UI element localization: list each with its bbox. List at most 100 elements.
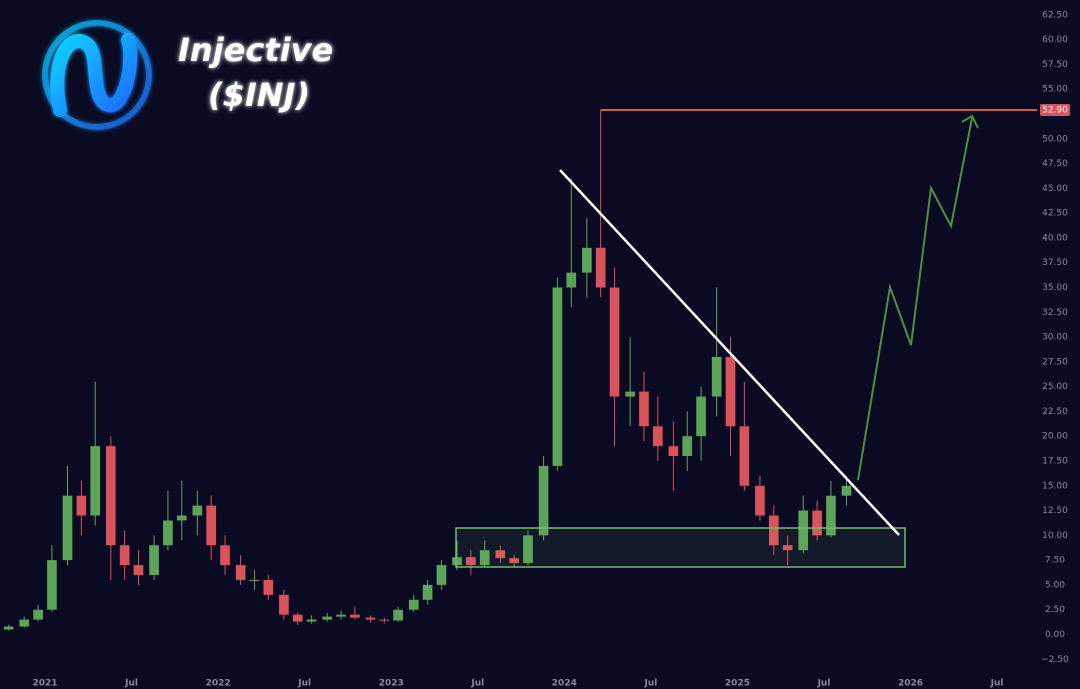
candle-body	[538, 465, 549, 536]
y-tick-label: 27.50	[1042, 357, 1068, 367]
x-tick-label: 2026	[898, 679, 923, 689]
y-tick-label: 10.00	[1042, 531, 1068, 541]
y-tick-label: −2.50	[1041, 655, 1069, 665]
candle-body	[322, 616, 333, 620]
candle-body	[90, 446, 101, 516]
x-tick-label: 2025	[725, 679, 750, 689]
y-tick-label: 12.50	[1042, 506, 1068, 516]
candle-body	[696, 396, 706, 437]
y-tick-label: 47.50	[1042, 159, 1068, 169]
candle-body	[812, 510, 822, 536]
y-tick-label: 37.50	[1042, 258, 1068, 268]
y-tick-label: 40.00	[1042, 233, 1068, 243]
candle-body	[652, 426, 663, 447]
x-tick-label: Jul	[643, 679, 657, 689]
y-tick-label: 20.00	[1042, 432, 1068, 442]
projection	[857, 117, 973, 481]
x-tick-label: 2023	[379, 679, 404, 689]
candle-body	[725, 356, 736, 427]
x-tick-label: 2021	[32, 679, 57, 689]
candle-body	[682, 436, 693, 457]
candle-body	[479, 550, 490, 566]
candle-body	[582, 247, 592, 273]
candle-body	[452, 557, 462, 566]
x-tick-label: Jul	[124, 679, 138, 689]
y-tick-label: 50.00	[1042, 134, 1068, 144]
support-zone	[455, 527, 906, 568]
x-tick-label: 2022	[206, 679, 231, 689]
chart-subtitle: ($INJ)	[208, 76, 310, 114]
y-tick-label: 7.50	[1045, 556, 1065, 566]
x-tick-label: Jul	[817, 679, 831, 689]
y-tick-label: 62.50	[1042, 10, 1068, 20]
y-tick-label: 32.50	[1042, 308, 1068, 318]
price-label: 52.90	[1042, 106, 1068, 116]
candle-body	[625, 391, 635, 397]
x-tick-label: Jul	[297, 679, 311, 689]
y-tick-label: 17.50	[1042, 456, 1068, 466]
trendline	[559, 169, 900, 536]
x-tick-label: Jul	[470, 679, 484, 689]
candle-body	[133, 565, 144, 575]
candle-body	[149, 545, 159, 575]
candle-body	[841, 485, 852, 496]
y-tick-label: 45.00	[1042, 184, 1068, 194]
candle-body	[3, 626, 14, 630]
candle-body	[566, 272, 577, 288]
candle-body	[76, 495, 87, 516]
candle-body	[249, 579, 260, 581]
candle-body	[523, 535, 533, 564]
candle-body	[47, 560, 57, 610]
candle-body	[798, 510, 809, 551]
logo	[42, 20, 152, 130]
candle-body	[739, 426, 750, 486]
candle-body	[466, 557, 476, 566]
candle-body	[408, 599, 419, 610]
candle-body	[768, 515, 779, 546]
candle-body	[422, 584, 433, 600]
y-tick-label: 57.50	[1042, 60, 1068, 70]
candle-body	[668, 446, 679, 457]
candle-body	[279, 594, 289, 615]
candle-body	[365, 617, 376, 620]
candle-body	[235, 565, 246, 580]
candle-body	[263, 579, 274, 595]
candle-body	[509, 558, 519, 564]
candle-body	[393, 609, 403, 621]
candle-body	[711, 356, 722, 397]
candle-body	[292, 614, 303, 622]
candle-body	[552, 287, 563, 466]
y-tick-label: 5.00	[1045, 580, 1065, 590]
y-tick-label: 2.50	[1045, 605, 1065, 615]
y-tick-label: 55.00	[1042, 85, 1068, 95]
candle-body	[62, 495, 73, 561]
y-tick-label: 0.00	[1045, 630, 1065, 640]
projection-arrow	[961, 114, 979, 129]
plot: −2.50 0.00 2.50 5.00 7.50 10.00 12.50 15.00 17.5…	[3, 10, 1070, 689]
y-tick-label: 25.00	[1042, 382, 1068, 392]
candle-body	[495, 550, 506, 559]
candle-body	[220, 545, 230, 566]
candle-body	[336, 614, 346, 617]
x-tick-label: 2024	[552, 679, 577, 689]
y-tick-label: 22.50	[1042, 407, 1068, 417]
candle-body	[192, 505, 203, 516]
candle-body	[379, 619, 390, 621]
candle-body	[755, 485, 765, 516]
x-tick-label: Jul	[990, 679, 1004, 689]
chart-title: Injective	[178, 31, 333, 69]
candle-body	[206, 505, 217, 546]
y-tick-label: 30.00	[1042, 333, 1068, 343]
candle-body	[782, 545, 793, 551]
y-tick-label: 60.00	[1042, 35, 1068, 45]
candle-body	[33, 609, 43, 620]
candle-body	[826, 495, 836, 536]
candle-body	[105, 446, 116, 546]
candle-body	[595, 247, 606, 288]
y-tick-label: 15.00	[1042, 481, 1068, 491]
candle-body	[306, 619, 317, 622]
candle-body	[350, 614, 360, 618]
candle-body	[176, 515, 187, 521]
candle-body	[609, 287, 620, 397]
